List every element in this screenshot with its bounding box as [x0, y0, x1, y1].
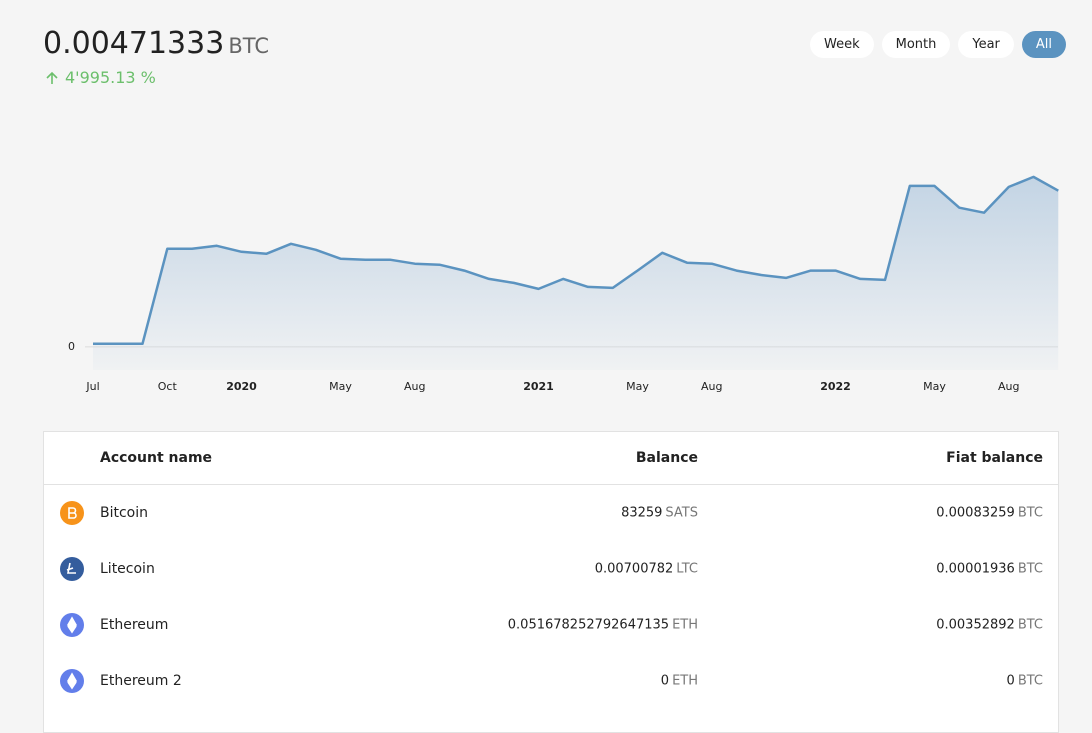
- balance: 0 ETH: [661, 674, 698, 689]
- unit: LTC: [676, 561, 698, 577]
- coin-icon: [60, 501, 84, 525]
- unit: BTC: [1017, 617, 1043, 633]
- account-row[interactable]: Ethereum 0.051678252792647135 ETH 0.0035289…: [44, 597, 1058, 653]
- account-name: Bitcoin: [100, 505, 149, 521]
- account-name: Ethereum: [100, 617, 169, 633]
- amount: 0.00001936: [936, 561, 1015, 577]
- coin-icon: [60, 669, 84, 693]
- account-row[interactable]: Bitcoin 83259 SATS 0.00083259 BTC: [44, 485, 1058, 541]
- amount: 0: [660, 673, 670, 689]
- total-balance: 0.00471333 BTC: [43, 26, 269, 61]
- amount: 0.00471333: [43, 26, 225, 61]
- unit: SATS: [665, 505, 698, 521]
- change-value: 4'995.13 %: [65, 68, 156, 87]
- balance: 83259 SATS: [621, 506, 698, 521]
- header-row: Account name Balance Fiat balance: [44, 432, 1058, 485]
- x-tick-label: May: [923, 380, 946, 393]
- amount: 0.00083259: [936, 505, 1015, 521]
- x-tick-label: Aug: [404, 380, 425, 393]
- change: 4'995.13 %: [45, 68, 156, 87]
- x-tick-label: Aug: [998, 380, 1019, 393]
- column-header: Balance: [635, 450, 698, 466]
- account-name: Ethereum 2: [100, 673, 182, 689]
- x-tick-label: May: [329, 380, 352, 393]
- unit: BTC: [228, 34, 269, 58]
- amount: 0.00700782: [594, 561, 674, 577]
- x-tick-label: Aug: [701, 380, 722, 393]
- unit: ETH: [672, 617, 698, 633]
- coin-icon: [60, 613, 84, 637]
- range-button[interactable]: All: [1021, 31, 1067, 58]
- x-tick-label: 2022: [820, 380, 851, 393]
- x-tick-label: 2021: [523, 380, 554, 393]
- balance: 0.051678252792647135 ETH: [508, 618, 698, 633]
- unit: BTC: [1017, 673, 1043, 689]
- x-tick-label: Jul: [85, 380, 99, 393]
- amount: 0.051678252792647135: [507, 617, 670, 633]
- range-button[interactable]: Week: [810, 31, 874, 58]
- amount: 0.00352892: [936, 617, 1015, 633]
- x-tick-label: Oct: [158, 380, 178, 393]
- arrow-up-icon: [46, 71, 58, 84]
- range-button[interactable]: Month: [881, 31, 951, 58]
- x-tick-label: 2020: [226, 380, 257, 393]
- amount: 0: [1006, 673, 1015, 689]
- account-row[interactable]: Ethereum 2 0 ETH 0 BTC: [44, 653, 1058, 709]
- fiat: 0.00083259 BTC: [936, 506, 1043, 521]
- unit: BTC: [1017, 561, 1043, 577]
- fiat: 0.00001936 BTC: [936, 562, 1043, 577]
- unit: BTC: [1017, 505, 1043, 521]
- y-tick-label: 0: [68, 340, 75, 353]
- accounts-table: Account name Balance Fiat balance Bitcoin 83…: [43, 431, 1059, 733]
- balance: 0.00700782 LTC: [595, 562, 698, 577]
- range-buttons: Week Month Year All: [810, 31, 1067, 58]
- coin-icon: [60, 557, 84, 581]
- account-name: Litecoin: [100, 561, 155, 577]
- line: [93, 175, 1059, 346]
- account-row[interactable]: Litecoin 0.00700782 LTC 0.00001936 BTC: [44, 541, 1058, 597]
- area: [93, 176, 1059, 370]
- amount: 83259: [621, 505, 663, 521]
- chart: 0 Jul Oct 2020 May Aug 2021 May Aug 2022 May Aug: [68, 175, 1059, 393]
- fiat: 0 BTC: [1007, 674, 1043, 689]
- fiat: 0.00352892 BTC: [936, 618, 1043, 633]
- range-button[interactable]: Year: [958, 31, 1014, 58]
- column-header: Account name: [100, 450, 213, 466]
- column-header: Fiat balance: [946, 450, 1043, 466]
- x-tick-label: May: [626, 380, 649, 393]
- page: 0.00471333 BTC 4'995.13 % Week Month Year Al…: [43, 26, 1067, 733]
- unit: ETH: [672, 673, 698, 689]
